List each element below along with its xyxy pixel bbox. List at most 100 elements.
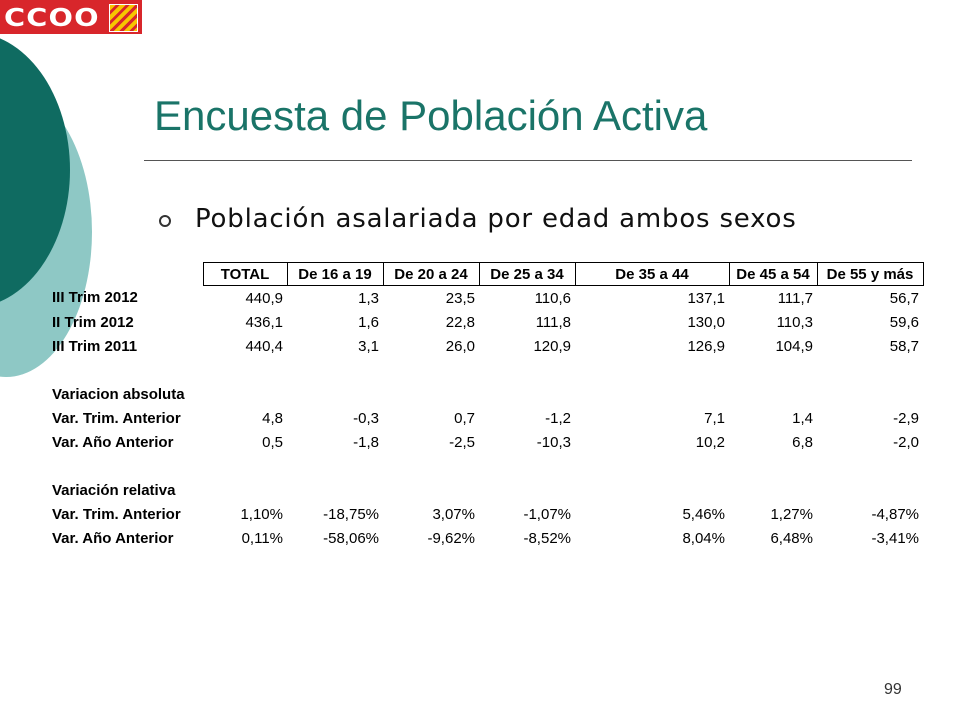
row-label: II Trim 2012 — [52, 313, 134, 331]
table-cell: 5,46% — [682, 505, 725, 523]
row-label: Var. Año Anterior — [52, 529, 174, 547]
table-row — [51, 358, 923, 382]
table-cell: 111,8 — [535, 313, 571, 331]
table-cell: 6,48% — [770, 529, 813, 547]
column-header: De 55 y más — [816, 262, 924, 286]
table-cell — [203, 478, 287, 502]
table-cell: -1,8 — [353, 433, 379, 451]
table-cell — [479, 478, 575, 502]
table-cell — [203, 382, 287, 406]
table-cell — [729, 478, 817, 502]
table-cell: 0,11% — [241, 529, 283, 547]
column-header: De 16 a 19 — [286, 262, 384, 286]
table-cell: 6,8 — [792, 433, 813, 451]
section-header-row: Variación relativa — [51, 478, 923, 502]
table-cell: 22,8 — [445, 313, 475, 331]
row-label: Var. Trim. Anterior — [52, 409, 181, 427]
row-label: Var. Año Anterior — [52, 433, 174, 451]
table-cell: -4,87% — [871, 505, 919, 523]
table-cell: 440,9 — [245, 289, 283, 307]
table-cell: 130,0 — [687, 313, 725, 331]
table-cell — [287, 382, 383, 406]
table-cell: 120,9 — [533, 337, 571, 355]
table-cell: 58,7 — [889, 337, 919, 355]
column-header: De 20 a 24 — [382, 262, 480, 286]
table-cell: -1,07% — [523, 505, 571, 523]
table-cell: 440,4 — [245, 337, 283, 355]
data-table: TOTAL De 16 a 19 De 20 a 24 De 25 a 34 D… — [51, 262, 924, 550]
table-cell — [575, 382, 729, 406]
table-cell: -3,41% — [871, 529, 919, 547]
table-cell — [817, 454, 923, 478]
table-cell — [203, 454, 287, 478]
table-cell: 3,1 — [358, 337, 379, 355]
table-row: Var. Año Anterior 0,11% -58,06% -9,62% -… — [51, 526, 923, 550]
table-cell: 23,5 — [445, 289, 475, 307]
table-cell: 126,9 — [687, 337, 725, 355]
table-cell: 7,1 — [704, 409, 725, 427]
table-cell: 1,3 — [358, 289, 379, 307]
table-cell — [817, 478, 923, 502]
table-cell: 1,6 — [358, 313, 379, 331]
table-cell: -2,0 — [893, 433, 919, 451]
table-cell — [383, 478, 479, 502]
table-row: II Trim 2012 436,1 1,6 22,8 111,8 130,0 … — [51, 310, 923, 334]
table-cell — [817, 382, 923, 406]
table-cell: 1,27% — [770, 505, 813, 523]
table-cell: -58,06% — [323, 529, 379, 547]
table-cell: 8,04% — [682, 529, 725, 547]
table-cell: -8,52% — [523, 529, 571, 547]
table-cell: -0,3 — [353, 409, 379, 427]
row-label — [51, 454, 203, 478]
flag-icon — [109, 4, 138, 32]
table-cell — [287, 478, 383, 502]
table-cell — [575, 358, 729, 382]
table-cell: 4,8 — [262, 409, 283, 427]
ccoo-logo: CCOO — [0, 0, 142, 34]
table-cell — [479, 382, 575, 406]
row-label: III Trim 2011 — [52, 337, 138, 355]
table-row: Var. Trim. Anterior 1,10% -18,75% 3,07% … — [51, 502, 923, 526]
decorative-circles — [0, 38, 92, 377]
header-row: TOTAL De 16 a 19 De 20 a 24 De 25 a 34 D… — [51, 262, 924, 286]
table-cell: -18,75% — [323, 505, 379, 523]
table-cell: -9,62% — [427, 529, 475, 547]
table-cell — [287, 454, 383, 478]
table-cell — [817, 358, 923, 382]
slide-subtitle: Población asalariada por edad ambos sexo… — [195, 204, 797, 234]
table-cell: 110,6 — [534, 289, 571, 307]
table-cell: 3,07% — [432, 505, 475, 523]
table-cell — [203, 358, 287, 382]
table-cell: 26,0 — [445, 337, 475, 355]
table-cell — [729, 454, 817, 478]
table-cell — [479, 454, 575, 478]
row-label: Var. Trim. Anterior — [52, 505, 181, 523]
row-label: Variacion absoluta — [52, 385, 185, 403]
table-cell: 0,7 — [454, 409, 475, 427]
slide-title: Encuesta de Población Activa — [154, 92, 708, 139]
table-cell: -2,9 — [893, 409, 919, 427]
table-cell: 110,3 — [776, 313, 813, 331]
table-cell: 59,6 — [889, 313, 919, 331]
table-row: III Trim 2012 440,9 1,3 23,5 110,6 137,1… — [51, 286, 923, 311]
table-cell — [383, 382, 479, 406]
column-header: TOTAL — [202, 262, 288, 286]
logo-text: CCOO — [4, 2, 100, 32]
table-cell — [287, 358, 383, 382]
table-cell: 56,7 — [889, 289, 919, 307]
table-cell: -10,3 — [536, 433, 571, 451]
table-cell — [479, 358, 575, 382]
table-cell: -1,2 — [545, 409, 571, 427]
table-cell — [383, 358, 479, 382]
row-label: Variación relativa — [52, 481, 176, 499]
table-row: III Trim 2011 440,4 3,1 26,0 120,9 126,9… — [51, 334, 923, 358]
circle-bullet-icon — [159, 215, 171, 227]
table-cell — [729, 382, 817, 406]
table-cell — [729, 358, 817, 382]
column-header: De 45 a 54 — [728, 262, 818, 286]
column-header: De 35 a 44 — [574, 262, 730, 286]
table-row: Var. Trim. Anterior 4,8 -0,3 0,7 -1,2 7,… — [51, 406, 923, 430]
page-number: 99 — [884, 681, 902, 698]
row-label: III Trim 2012 — [52, 289, 138, 307]
table-cell — [575, 454, 729, 478]
